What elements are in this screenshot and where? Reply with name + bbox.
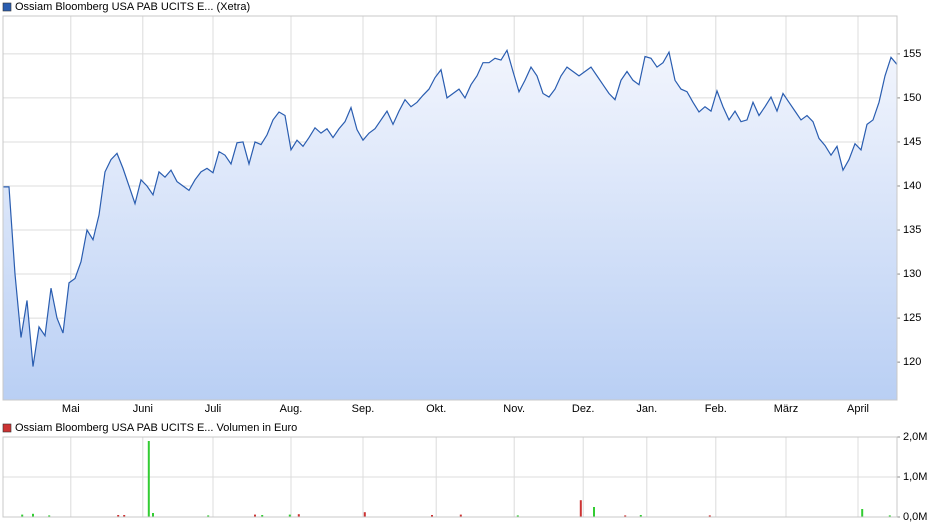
x-tick-label: Jan. [636, 403, 657, 415]
x-tick-label: April [847, 403, 869, 415]
x-tick-label: Aug. [280, 403, 303, 415]
plot-border [2, 15, 898, 401]
y-tick-label: 140 [903, 180, 921, 192]
volume-bar [254, 514, 256, 517]
volume-bar [147, 441, 150, 517]
y-tick-label: 155 [903, 48, 921, 60]
y-tick-label: 145 [903, 136, 921, 148]
volume-bar [888, 515, 891, 517]
volume-bar [639, 515, 642, 517]
volume-bar [32, 513, 34, 517]
volume-bar [459, 514, 462, 517]
y-tick-label: 1,0M [903, 471, 927, 483]
volume-bar [288, 514, 291, 517]
volume-bar [624, 515, 627, 517]
y-tick-label: 130 [903, 268, 921, 280]
volume-bar [123, 515, 126, 517]
price-line [3, 48, 898, 367]
volume-bar [363, 512, 366, 517]
volume-bar [21, 514, 24, 517]
legend-label: Ossiam Bloomberg USA PAB UCITS E... Volu… [15, 422, 297, 434]
volume-bar [579, 500, 582, 517]
y-tick-label: 135 [903, 224, 921, 236]
volume-bar [48, 515, 51, 517]
volume-bar [261, 515, 264, 517]
volume-bar [593, 507, 595, 517]
x-tick-label: Sep. [352, 403, 375, 415]
volume-bar [431, 515, 433, 517]
y-tick-label: 150 [903, 92, 921, 104]
volume-bar [516, 515, 519, 517]
x-tick-label: Nov. [503, 403, 525, 415]
volume-bar [117, 515, 120, 517]
x-tick-label: Feb. [705, 403, 727, 415]
legend-swatch [2, 423, 12, 433]
volume-bar [861, 509, 864, 517]
y-tick-label: 120 [903, 356, 921, 368]
volume-bar [207, 515, 210, 517]
volume-bar [152, 513, 154, 517]
y-tick-label: 2,0M [903, 431, 927, 443]
x-tick-label: Juni [133, 403, 153, 415]
x-tick-label: Okt. [426, 403, 446, 415]
price-area [3, 50, 897, 400]
volume-bar [297, 514, 300, 517]
legend-swatch [2, 2, 12, 12]
y-tick-label: 0,0M [903, 511, 927, 523]
legend-label: Ossiam Bloomberg USA PAB UCITS E... (Xet… [15, 1, 250, 13]
y-tick-label: 125 [903, 312, 921, 324]
x-tick-label: März [774, 403, 798, 415]
x-tick-label: Dez. [572, 403, 595, 415]
plot-border [2, 436, 898, 518]
volume-bar [708, 515, 711, 517]
x-tick-label: Juli [205, 403, 222, 415]
x-tick-label: Mai [62, 403, 80, 415]
